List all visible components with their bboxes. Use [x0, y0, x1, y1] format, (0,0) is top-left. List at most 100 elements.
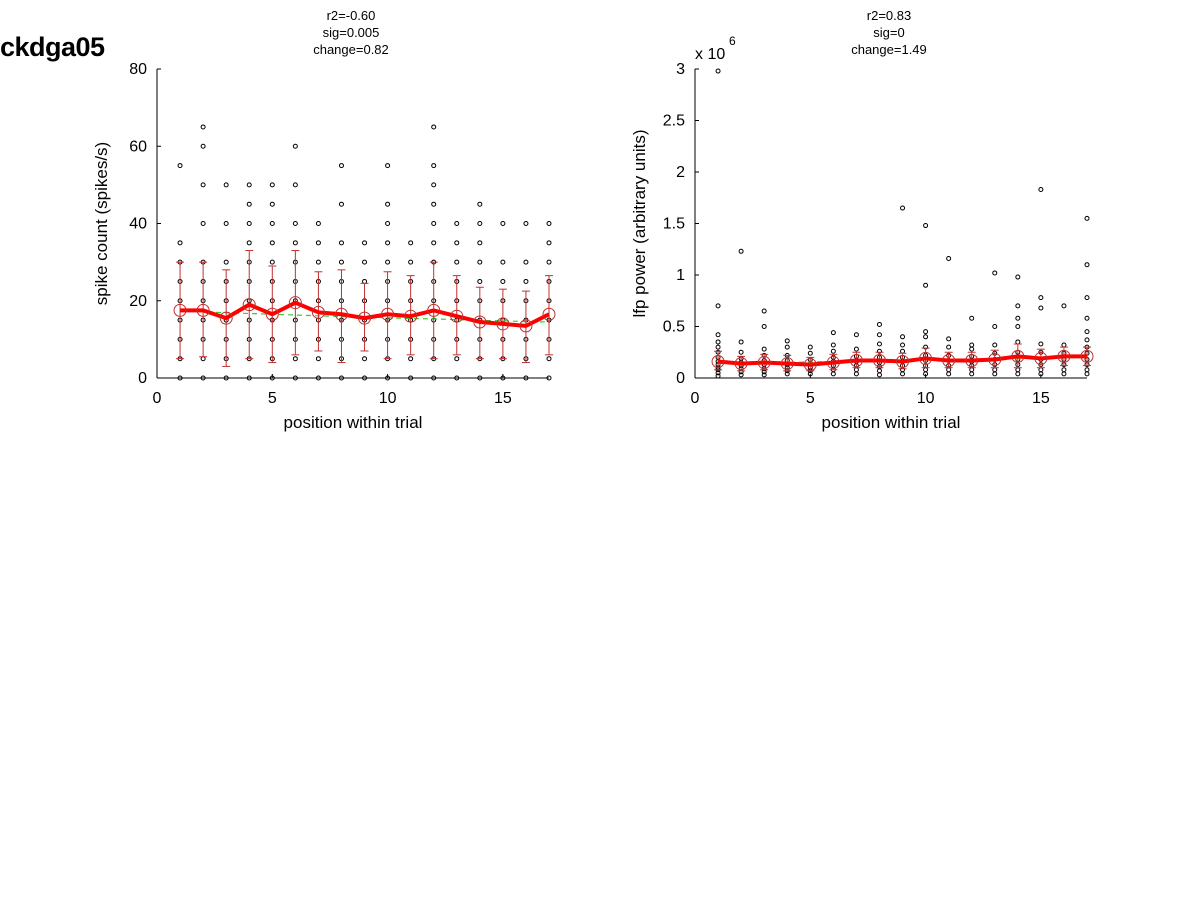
data-point	[969, 367, 975, 373]
data-point	[1084, 315, 1090, 321]
data-point	[431, 375, 437, 381]
data-point	[292, 143, 298, 149]
data-point	[292, 240, 298, 246]
y-tick-label: 2.5	[663, 113, 685, 130]
data-point	[807, 371, 813, 377]
data-point	[246, 240, 252, 246]
data-point	[200, 375, 206, 381]
data-point	[830, 330, 836, 336]
data-point	[1015, 339, 1021, 345]
mean-marker	[519, 319, 533, 333]
data-point	[523, 221, 529, 226]
mean-marker	[542, 307, 556, 321]
mean-line	[180, 300, 550, 328]
data-point	[500, 375, 506, 381]
data-point	[807, 350, 813, 356]
data-point	[362, 375, 368, 381]
data-point	[946, 256, 952, 262]
mean-marker	[404, 309, 418, 323]
data-point	[338, 163, 344, 169]
y-tick-label: 20	[129, 293, 147, 310]
data-point	[1084, 215, 1090, 221]
data-point	[223, 221, 229, 226]
y-exponent-label: x 10	[695, 46, 725, 63]
data-point	[715, 339, 721, 345]
data-point	[761, 372, 767, 378]
data-point	[454, 259, 460, 265]
mean-marker	[496, 317, 510, 331]
data-point	[876, 372, 882, 378]
data-point	[1084, 371, 1090, 377]
data-point	[1084, 295, 1090, 301]
data-point	[546, 259, 552, 265]
data-point	[923, 367, 929, 373]
data-point	[546, 356, 552, 362]
mean-marker	[757, 356, 771, 370]
mean-marker	[242, 298, 256, 312]
mean-marker	[988, 352, 1002, 366]
x-axis-label: position within trial	[822, 413, 961, 432]
data-point	[246, 182, 252, 188]
data-point	[992, 342, 998, 348]
data-point	[923, 282, 929, 288]
data-point	[315, 356, 321, 362]
data-point	[246, 221, 252, 226]
y-tick-label: 40	[129, 216, 147, 233]
chart-stat-line: change=1.49	[851, 42, 927, 57]
data-point	[223, 375, 229, 381]
mean-marker	[965, 353, 979, 367]
data-point	[315, 375, 321, 381]
data-point	[546, 375, 552, 381]
mean-marker	[711, 355, 725, 369]
data-point	[876, 368, 882, 374]
data-point	[784, 371, 790, 377]
data-point	[738, 349, 744, 355]
mean-marker	[311, 305, 325, 319]
mean-marker	[1034, 351, 1048, 365]
data-point	[900, 371, 906, 377]
mean-marker	[1080, 349, 1094, 363]
data-point	[385, 375, 391, 381]
mean-marker	[919, 351, 933, 365]
data-point	[292, 182, 298, 188]
data-point	[338, 201, 344, 207]
data-point	[454, 240, 460, 246]
data-point	[408, 240, 414, 246]
mean-marker	[196, 303, 210, 317]
data-point	[362, 278, 368, 284]
data-point	[431, 240, 437, 246]
data-point	[738, 248, 744, 254]
y-tick-label: 0.5	[663, 319, 685, 336]
data-point	[200, 356, 206, 362]
data-point	[969, 342, 975, 348]
x-tick-label: 5	[806, 390, 815, 407]
data-point	[269, 375, 275, 381]
data-point	[500, 221, 506, 226]
data-point	[385, 163, 391, 169]
data-point	[292, 375, 298, 381]
data-point	[246, 201, 252, 207]
data-point	[1038, 187, 1044, 193]
data-point	[1061, 371, 1067, 377]
x-tick-label: 5	[268, 390, 277, 407]
data-point	[1084, 329, 1090, 335]
data-point	[269, 221, 275, 226]
data-point	[362, 259, 368, 265]
mean-marker	[1011, 349, 1025, 363]
data-point	[1061, 367, 1067, 373]
data-point	[523, 375, 529, 381]
data-point	[338, 240, 344, 246]
data-point	[500, 259, 506, 265]
data-point	[1015, 303, 1021, 309]
data-point	[315, 259, 321, 265]
data-point	[385, 259, 391, 265]
data-point	[269, 259, 275, 265]
chart-stat-line: r2=0.83	[867, 8, 911, 23]
data-point	[200, 221, 206, 226]
data-point	[1038, 367, 1044, 373]
data-point	[969, 346, 975, 352]
data-point	[992, 270, 998, 276]
data-point	[1015, 315, 1021, 321]
data-point	[200, 182, 206, 188]
